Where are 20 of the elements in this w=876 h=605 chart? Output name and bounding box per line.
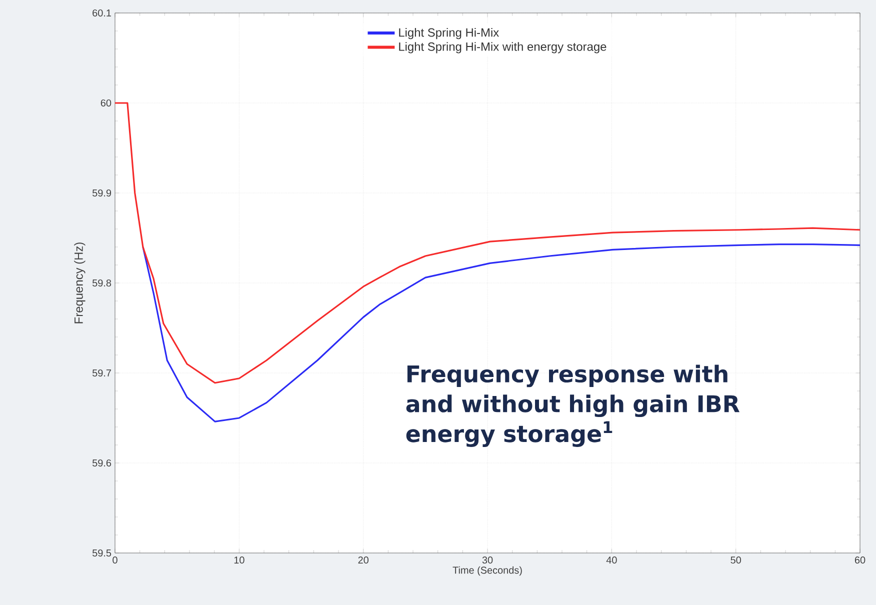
legend-label: Light Spring Hi-Mix xyxy=(399,28,499,40)
y-tick-label: 59.5 xyxy=(92,549,112,557)
x-tick-label: 0 xyxy=(112,556,118,564)
x-tick-label: 50 xyxy=(730,556,741,564)
x-tick-label: 60 xyxy=(854,556,866,564)
y-tick-label: 59.7 xyxy=(92,369,111,377)
x-tick-label: 40 xyxy=(606,556,617,564)
x-tick-label: 30 xyxy=(482,556,493,564)
annotation: Frequency response with and without high gain IBR energy storage$^{1}$ xyxy=(406,364,740,447)
y-tick-label: 59.9 xyxy=(92,189,112,197)
y-axis-title: Frequency (Hz) xyxy=(74,242,86,324)
legend-label: Light Spring Hi-Mix with energy storage xyxy=(399,42,606,54)
y-tick-label: 59.6 xyxy=(92,459,112,467)
y-tick-label: 60 xyxy=(100,99,112,107)
x-tick-label: 20 xyxy=(358,556,368,564)
y-tick-label: 59.8 xyxy=(92,279,112,287)
y-tick-label: 60.1 xyxy=(92,9,112,17)
line-series xyxy=(142,243,860,422)
x-axis-title: Time (Seconds) xyxy=(452,566,522,576)
x-tick-label: 10 xyxy=(234,556,244,564)
